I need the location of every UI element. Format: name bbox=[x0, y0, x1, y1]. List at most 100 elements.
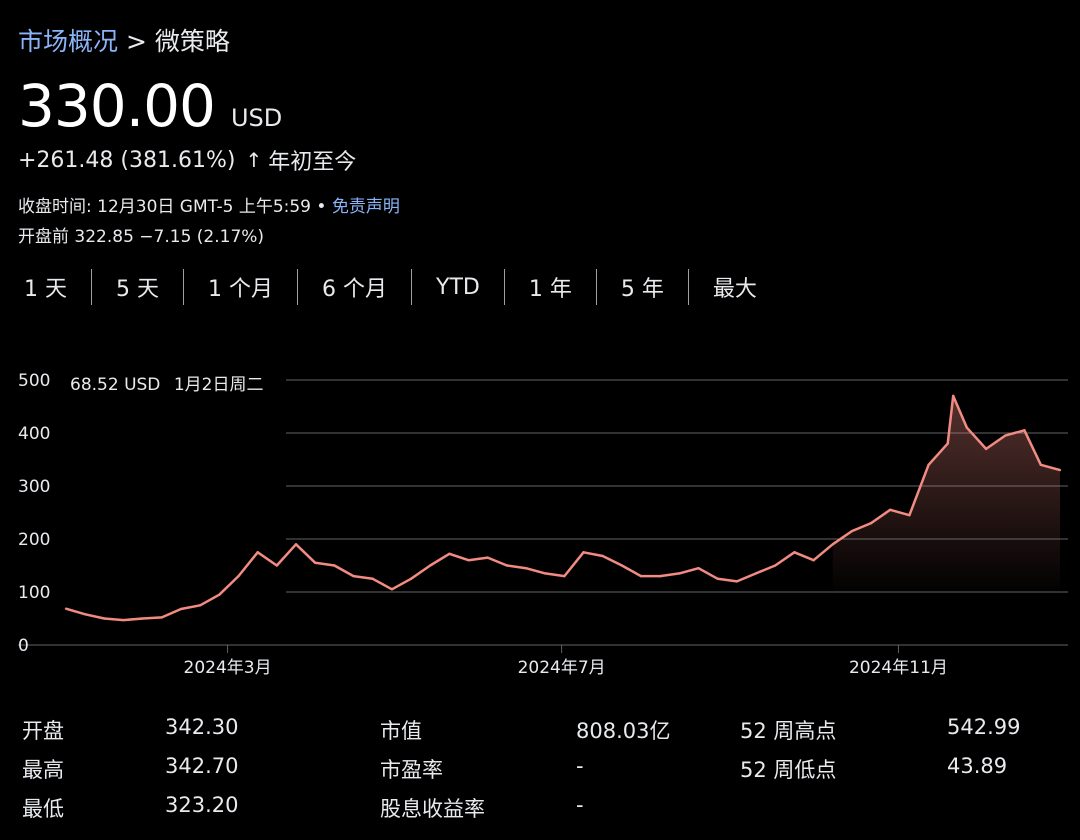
price-point-49 bbox=[984, 447, 988, 451]
y-tick-label-500: 500 bbox=[18, 371, 50, 391]
x-tick-label-0: 2024年3月 bbox=[184, 658, 272, 678]
x-tick-label-2: 2024年11月 bbox=[849, 658, 948, 678]
price-point-11 bbox=[275, 564, 279, 567]
price-point-41 bbox=[850, 529, 854, 533]
price-point-5 bbox=[160, 616, 164, 619]
disclaimer-link[interactable]: 免责声明 bbox=[331, 197, 400, 217]
y-tick-label-100: 100 bbox=[18, 583, 50, 603]
price-point-30 bbox=[639, 574, 643, 578]
price-point-4 bbox=[141, 617, 144, 620]
price-point-28 bbox=[601, 554, 604, 558]
price-point-8 bbox=[218, 593, 221, 596]
price-point-23 bbox=[505, 564, 509, 567]
price-point-3 bbox=[122, 618, 125, 622]
change-period: 年初至今 bbox=[268, 150, 357, 175]
price-point-25 bbox=[544, 572, 547, 575]
price-point-7 bbox=[198, 604, 202, 607]
price-point-21 bbox=[467, 559, 470, 562]
price-point-48 bbox=[965, 426, 969, 429]
range-divider bbox=[91, 269, 92, 305]
stat-pe-value: - bbox=[576, 754, 584, 778]
range-5d-button[interactable]: 5 天 bbox=[116, 277, 159, 302]
y-tick-label-200: 200 bbox=[18, 530, 50, 550]
range-selector: 1 天 5 天 1 个月 6 个月 YTD 1 年 5 年 最大 bbox=[0, 268, 781, 306]
price-line bbox=[65, 394, 1061, 622]
y-tick-label-400: 400 bbox=[18, 424, 50, 444]
price-change: +261.48 (381.61%) bbox=[18, 147, 236, 173]
price-point-26 bbox=[563, 574, 566, 578]
range-1m-button[interactable]: 1 个月 bbox=[208, 277, 273, 302]
price-point-45 bbox=[927, 463, 930, 466]
price-row: 330.00 USD bbox=[18, 72, 282, 140]
breadcrumb: 市场概况 > 微策略 bbox=[18, 22, 230, 58]
range-1d-button[interactable]: 1 天 bbox=[24, 277, 67, 302]
price-point-14 bbox=[333, 564, 336, 567]
stat-52w-low-label: 52 周低点 bbox=[740, 758, 837, 782]
range-1y-button[interactable]: 1 年 bbox=[528, 277, 572, 302]
price-point-47 bbox=[952, 394, 955, 398]
price-point-53 bbox=[1058, 468, 1062, 472]
price-point-39 bbox=[812, 559, 815, 562]
price-point-51 bbox=[1023, 429, 1026, 432]
price-point-46 bbox=[946, 442, 949, 445]
y-tick-label-0: 0 bbox=[18, 636, 29, 656]
price-point-2 bbox=[103, 617, 106, 620]
breadcrumb-market-overview-link[interactable]: 市场概况 bbox=[18, 27, 119, 56]
price-point-52 bbox=[1039, 463, 1043, 466]
price-area-fill bbox=[832, 395, 1060, 598]
price-point-50 bbox=[1004, 434, 1007, 437]
hover-tooltip: 68.52 USD 1月2日周二 bbox=[70, 370, 263, 395]
price-point-6 bbox=[179, 607, 183, 611]
price-point-37 bbox=[774, 564, 777, 567]
stat-open-value: 342.30 bbox=[165, 715, 239, 739]
range-max-button[interactable]: 最大 bbox=[712, 277, 757, 302]
price-point-15 bbox=[352, 574, 355, 578]
price-point-24 bbox=[524, 566, 528, 570]
close-time-row: 收盘时间: 12月30日 GMT-5 上午5:59 • 免责声明 bbox=[18, 192, 400, 217]
breadcrumb-separator: > bbox=[125, 27, 147, 56]
price-point-16 bbox=[371, 577, 374, 580]
range-divider bbox=[411, 269, 412, 305]
stat-52w-high-label: 52 周高点 bbox=[740, 719, 837, 743]
price-point-9 bbox=[237, 574, 240, 578]
price-point-42 bbox=[869, 521, 873, 525]
stat-dividend-value: - bbox=[576, 793, 584, 817]
price-point-35 bbox=[735, 580, 739, 583]
price-chart[interactable]: 500 400 300 200 100 0 2024年3月 2024年7月 2024年11月 bbox=[0, 360, 1080, 690]
x-tick-label-1: 2024年7月 bbox=[518, 658, 606, 678]
price-point-44 bbox=[908, 513, 911, 517]
price-point-38 bbox=[793, 551, 796, 554]
y-tick-label-300: 300 bbox=[18, 477, 50, 497]
tooltip-date: 1月2日周二 bbox=[173, 375, 264, 395]
price-point-13 bbox=[313, 561, 317, 565]
price-point-18 bbox=[409, 577, 413, 580]
range-5y-button[interactable]: 5 年 bbox=[620, 277, 664, 302]
range-divider bbox=[503, 269, 505, 305]
stat-market-cap-label: 市值 bbox=[380, 719, 422, 743]
range-ytd-button[interactable]: YTD bbox=[436, 274, 480, 300]
range-divider bbox=[595, 269, 597, 305]
range-6m-button[interactable]: 6 个月 bbox=[322, 277, 387, 302]
range-divider bbox=[297, 269, 298, 305]
stat-pe-label: 市盈率 bbox=[380, 758, 443, 782]
price-point-17 bbox=[390, 588, 394, 591]
stat-52w-low-value: 43.89 bbox=[947, 754, 1008, 778]
breadcrumb-current: 微策略 bbox=[154, 27, 230, 56]
price-point-40 bbox=[831, 543, 834, 546]
arrow-up-icon: ↑ bbox=[245, 148, 263, 172]
stat-low-value: 323.20 bbox=[165, 793, 239, 817]
currency-label: USD bbox=[230, 104, 283, 132]
premarket-quote: 开盘前 322.85 −7.15 (2.17%) bbox=[18, 227, 265, 247]
stat-high-value: 342.70 bbox=[165, 754, 239, 778]
price-point-32 bbox=[678, 572, 681, 575]
price-point-22 bbox=[486, 556, 489, 559]
stat-high-label: 最高 bbox=[22, 758, 64, 782]
stat-52w-high-value: 542.99 bbox=[947, 715, 1021, 739]
price-point-19 bbox=[428, 564, 432, 567]
price-point-43 bbox=[889, 508, 892, 512]
range-divider bbox=[183, 269, 184, 305]
change-row: +261.48 (381.61%) ↑ 年初至今 bbox=[18, 144, 356, 176]
price-point-20 bbox=[448, 552, 451, 556]
price-point-29 bbox=[620, 564, 624, 567]
price-point-33 bbox=[697, 566, 700, 570]
